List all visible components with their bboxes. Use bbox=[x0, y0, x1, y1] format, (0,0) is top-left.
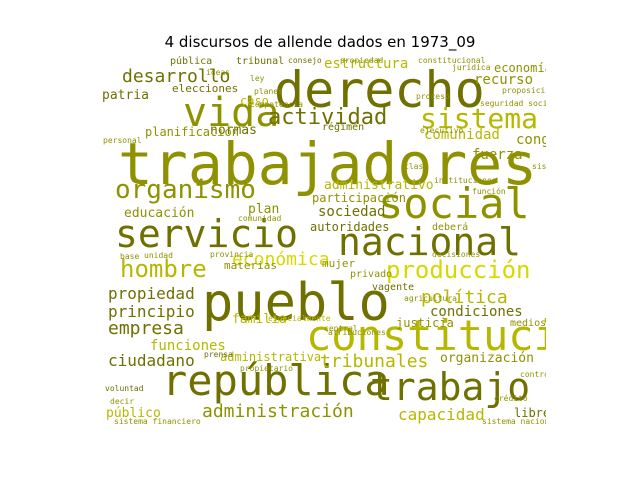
cloud-word: ley bbox=[250, 74, 265, 83]
cloud-word: administración bbox=[202, 401, 354, 422]
cloud-word: económica bbox=[232, 249, 330, 270]
cloud-word: funciones bbox=[150, 338, 226, 354]
cloud-word: justicia bbox=[396, 316, 454, 330]
cloud-word: caso bbox=[240, 94, 269, 108]
cloud-word: participación bbox=[312, 191, 406, 205]
cloud-word: sociedad bbox=[318, 204, 386, 220]
cloud-word: privado bbox=[350, 269, 393, 280]
cloud-word: derecho bbox=[274, 61, 485, 119]
cloud-word: especialmente bbox=[268, 314, 331, 323]
cloud-word: agricultura bbox=[404, 294, 457, 303]
cloud-word: materias bbox=[224, 259, 277, 272]
cloud-word: público bbox=[106, 406, 161, 421]
cloud-word: prensa bbox=[204, 350, 233, 359]
cloud-word: pueblo bbox=[202, 273, 390, 333]
cloud-word: organismo bbox=[115, 175, 256, 205]
cloud-word: empresa bbox=[108, 318, 184, 339]
cloud-word: jurídica bbox=[452, 63, 491, 72]
cloud-word: seguridad social bbox=[480, 99, 546, 108]
cloud-word: propiedad bbox=[108, 284, 195, 303]
cloud-word: voluntad bbox=[105, 384, 144, 393]
cloud-word: constitución bbox=[306, 311, 546, 360]
cloud-word: competencia bbox=[250, 100, 303, 109]
cloud-word: clase bbox=[404, 162, 429, 171]
cloud-word: social bbox=[378, 179, 530, 228]
cloud-word: capacidad bbox=[398, 405, 485, 424]
cloud-word: administrativa bbox=[220, 350, 322, 364]
cloud-word: proposición bbox=[502, 86, 546, 95]
cloud-word: atribuciones bbox=[328, 328, 386, 337]
word-cloud: trabajadores derecho puebloconstituciónrep… bbox=[100, 55, 546, 428]
cloud-word: planificación bbox=[145, 125, 239, 139]
cloud-word: condiciones bbox=[430, 304, 523, 320]
cloud-word: nacional bbox=[338, 220, 522, 264]
cloud-word: ideas bbox=[206, 68, 231, 77]
cloud-word: educación bbox=[124, 206, 195, 221]
cloud-word: tribunales bbox=[320, 351, 429, 372]
cloud-word: política bbox=[421, 287, 508, 308]
cloud-word: tribunal bbox=[236, 56, 285, 67]
cloud-word: república bbox=[162, 356, 390, 405]
cloud-word: sistema nacional bbox=[482, 417, 546, 426]
cloud-word: crédito bbox=[494, 394, 528, 403]
cloud-word: servicio bbox=[115, 212, 299, 256]
cloud-word: trabajo bbox=[370, 365, 531, 409]
cloud-word: constitucional bbox=[418, 56, 486, 65]
cloud-word: planes bbox=[254, 87, 283, 96]
chart-title: 4 discursos de allende dados en 1973_09 bbox=[164, 33, 476, 51]
cloud-word: ciudadano bbox=[108, 351, 195, 370]
cloud-word: autoridades bbox=[310, 220, 390, 234]
cloud-word: plan bbox=[248, 202, 280, 217]
cloud-word: comunidad bbox=[238, 214, 282, 223]
cloud-word: unidad bbox=[144, 251, 173, 260]
cloud-word: desarrollo bbox=[122, 66, 231, 87]
cloud-word: medios bbox=[510, 318, 546, 329]
cloud-word: sistema financiero bbox=[114, 417, 201, 426]
cloud-word: estructura bbox=[324, 56, 409, 72]
cloud-word: vagente bbox=[372, 282, 415, 293]
cloud-word: régimen bbox=[322, 122, 365, 133]
cloud-word: elecciones bbox=[172, 82, 239, 95]
cloud-word: administrativo bbox=[324, 178, 434, 193]
cloud-word: vida bbox=[183, 90, 280, 136]
cloud-word: principio bbox=[108, 302, 195, 321]
cloud-word: sistema bbox=[420, 102, 539, 135]
cloud-word: deberá bbox=[432, 222, 469, 233]
cloud-word: mujer bbox=[322, 257, 356, 270]
cloud-word: función bbox=[472, 187, 506, 196]
cloud-word: sistema tributario bbox=[532, 162, 546, 171]
cloud-word: provincia bbox=[210, 250, 254, 259]
cloud-word: pública bbox=[170, 56, 213, 67]
cloud-word: normas bbox=[210, 123, 257, 138]
cloud-word: instituciones bbox=[434, 176, 497, 185]
cloud-word: proceso bbox=[416, 92, 450, 101]
cloud-word: trabajadores bbox=[118, 130, 538, 198]
cloud-word: fuerza bbox=[472, 147, 523, 163]
cloud-word: control bbox=[520, 370, 546, 379]
cloud-word: decir bbox=[110, 397, 135, 406]
cloud-word: personal bbox=[103, 136, 142, 145]
cloud-word: familia bbox=[232, 312, 287, 327]
cloud-word: base bbox=[120, 252, 140, 261]
cloud-word: congreso bbox=[516, 132, 546, 148]
cloud-word: central bbox=[324, 324, 358, 333]
cloud-word: consejo bbox=[288, 56, 322, 65]
cloud-word: decisiones bbox=[432, 250, 481, 259]
cloud-word: hombre bbox=[120, 255, 207, 283]
cloud-word: recurso bbox=[474, 72, 534, 88]
cloud-word: organización bbox=[440, 351, 534, 366]
cloud-word: actividad bbox=[268, 105, 388, 130]
cloud-word: economía bbox=[494, 61, 546, 75]
cloud-word: propiedad bbox=[340, 56, 384, 65]
cloud-word: patria bbox=[102, 88, 149, 103]
cloud-word: comunidad bbox=[424, 127, 500, 143]
cloud-word: ejecutivo bbox=[420, 126, 464, 135]
cloud-word: propietario bbox=[240, 364, 293, 373]
cloud-word: producción bbox=[386, 256, 531, 284]
cloud-word: libre bbox=[514, 406, 546, 420]
